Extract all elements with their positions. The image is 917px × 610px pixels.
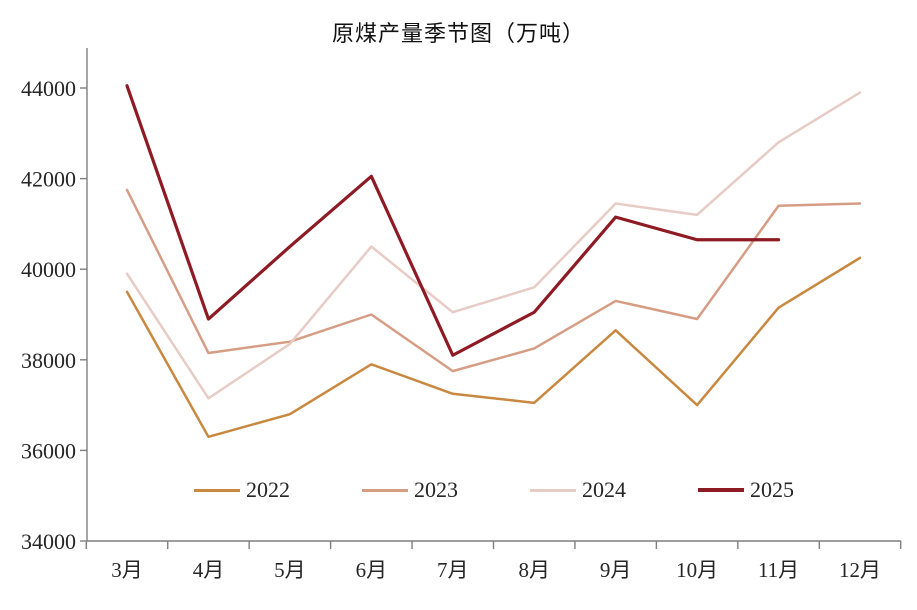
legend-swatch-2023 (362, 488, 408, 492)
legend-swatch-2022 (194, 488, 240, 492)
legend-swatch-2024 (530, 488, 576, 492)
y-tick-label: 38000 (21, 348, 76, 373)
legend-label-2024: 2024 (582, 477, 626, 502)
y-tick-label: 42000 (21, 167, 76, 192)
x-tick-label: 12月 (839, 558, 881, 582)
legend-label-2023: 2023 (414, 477, 458, 502)
x-tick-label: 11月 (758, 558, 799, 582)
series-line-2023 (125, 188, 862, 373)
x-tick-label: 5月 (274, 558, 306, 582)
y-tick-label: 40000 (21, 257, 76, 282)
x-tick-label: 8月 (518, 558, 550, 582)
legend-item-2023: 2023 (362, 479, 458, 501)
y-tick-label: 34000 (21, 529, 76, 554)
series-line-2022 (125, 256, 862, 439)
axis-spines (86, 48, 901, 542)
x-tick-label: 9月 (600, 558, 632, 582)
y-tick-label: 36000 (21, 438, 76, 463)
chart-title: 原煤产量季节图（万吨） (331, 21, 585, 46)
series-line-2025 (125, 84, 781, 357)
legend-item-2025: 2025 (698, 479, 794, 501)
series-line-2024 (125, 91, 862, 400)
y-tick-label: 44000 (21, 76, 76, 101)
x-tick-label: 10月 (676, 558, 718, 582)
legend: 2022 2023 2024 2025 (87, 476, 901, 504)
x-tick-label: 7月 (437, 558, 469, 582)
x-tick-label: 6月 (356, 558, 388, 582)
x-tick-label: 3月 (111, 558, 143, 582)
x-tick-label: 4月 (193, 558, 225, 582)
legend-item-2022: 2022 (194, 479, 290, 501)
legend-label-2022: 2022 (246, 477, 290, 502)
legend-item-2024: 2024 (530, 479, 626, 501)
legend-swatch-2025 (698, 488, 744, 492)
legend-label-2025: 2025 (750, 477, 794, 502)
